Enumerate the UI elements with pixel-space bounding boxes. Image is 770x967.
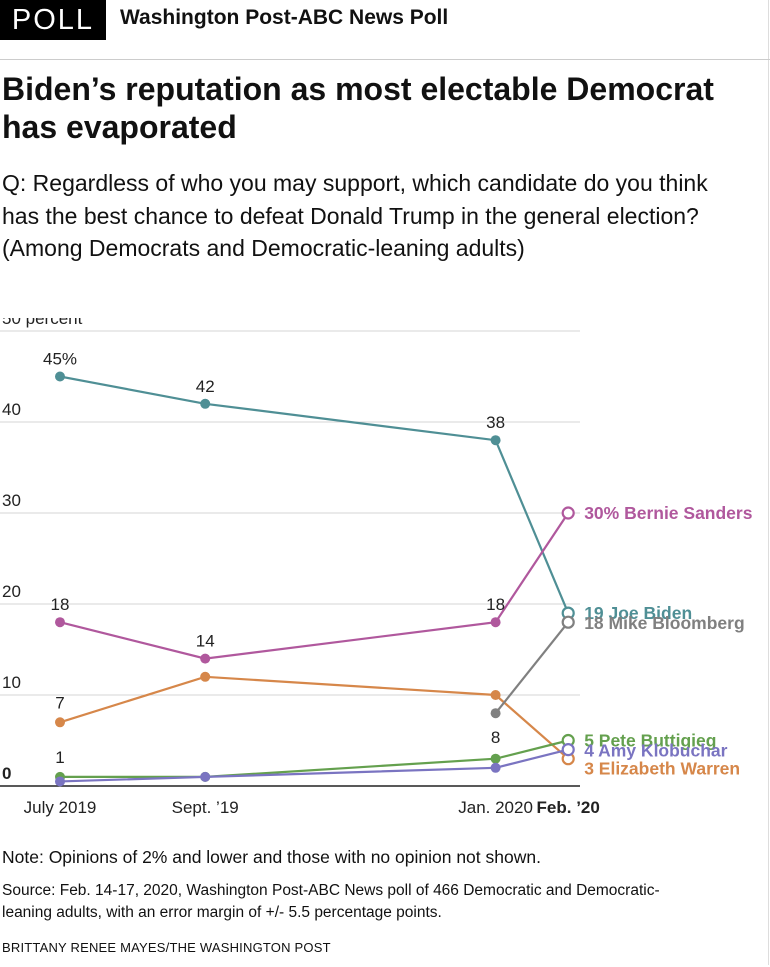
header: POLL Washington Post-ABC News Poll xyxy=(0,0,770,40)
data-point xyxy=(490,708,501,719)
series-line-pete-buttigieg xyxy=(60,739,569,778)
data-point xyxy=(200,653,211,664)
poll-badge: POLL xyxy=(0,0,106,40)
data-label: 38 xyxy=(486,413,505,432)
data-point xyxy=(200,671,211,682)
data-point xyxy=(55,371,65,382)
data-label: 14 xyxy=(196,632,215,651)
data-label: 18 xyxy=(51,595,70,614)
data-point xyxy=(490,617,501,628)
y-tick-label: 0 xyxy=(2,764,11,783)
chart-note: Note: Opinions of 2% and lower and those… xyxy=(2,847,541,867)
data-point xyxy=(490,753,501,764)
x-tick-label: Jan. 2020 xyxy=(458,798,533,817)
data-point xyxy=(490,435,501,446)
data-point xyxy=(490,690,501,700)
series-line-mike-bloomberg xyxy=(494,621,570,714)
data-label: 42 xyxy=(196,377,215,396)
data-point xyxy=(561,743,575,757)
data-label: 8 xyxy=(491,728,500,747)
data-label: 7 xyxy=(55,693,64,712)
data-label: 18 xyxy=(486,595,505,614)
data-point xyxy=(200,771,211,782)
x-tick-label: Feb. ’20 xyxy=(537,798,600,817)
series-line-amy-klobuchar xyxy=(59,748,569,783)
y-tick-label: 30 xyxy=(2,491,21,510)
data-point xyxy=(200,398,211,409)
x-tick-label: July 2019 xyxy=(24,798,97,817)
data-point xyxy=(55,617,65,628)
y-tick-label: 50 percent xyxy=(2,318,83,328)
data-point xyxy=(55,717,65,728)
line-chart: 0 10 20 30 40 50 percent July 2019 Sept. ’19 Jan… xyxy=(0,318,753,817)
data-point xyxy=(490,762,501,773)
series-end-label: 30% Bernie Sanders xyxy=(584,503,753,523)
poll-name: Washington Post-ABC News Poll xyxy=(120,6,449,29)
data-label: 1 xyxy=(55,748,64,767)
divider xyxy=(0,59,770,60)
x-tick-label: Sept. ’19 xyxy=(172,798,239,817)
y-tick-label: 20 xyxy=(2,582,21,601)
series-end-label: 5 Pete Buttigieg xyxy=(584,731,716,751)
series-line-bernie-sanders xyxy=(59,512,570,660)
series-line-joe-biden xyxy=(59,375,570,614)
data-point xyxy=(55,776,65,787)
series-end-label: 4 Amy Klobuchar xyxy=(584,741,727,761)
chart-source: Source: Feb. 14-17, 2020, Washington Pos… xyxy=(2,882,660,921)
y-tick-label: 40 xyxy=(2,400,21,419)
chart-series xyxy=(55,371,575,787)
question-text: Q: Regardless of who you may support, wh… xyxy=(2,170,708,261)
chart-grid: 0 10 20 30 40 50 percent July 2019 Sept. ’19 Jan… xyxy=(0,318,600,817)
headline: Biden’s reputation as most electable Dem… xyxy=(2,71,714,145)
data-label: 45% xyxy=(43,350,77,369)
y-tick-label: 10 xyxy=(2,673,21,692)
series-line-elizabeth-warren xyxy=(59,675,569,760)
data-point xyxy=(561,615,575,629)
series-end-label: 3 Elizabeth Warren xyxy=(584,759,740,779)
chart-credit: BRITTANY RENEE MAYES/THE WASHINGTON POST xyxy=(2,940,331,955)
series-end-label: 19 Joe Biden xyxy=(584,603,692,623)
series-end-label: 18 Mike Bloomberg xyxy=(584,613,744,633)
data-point xyxy=(561,506,575,520)
